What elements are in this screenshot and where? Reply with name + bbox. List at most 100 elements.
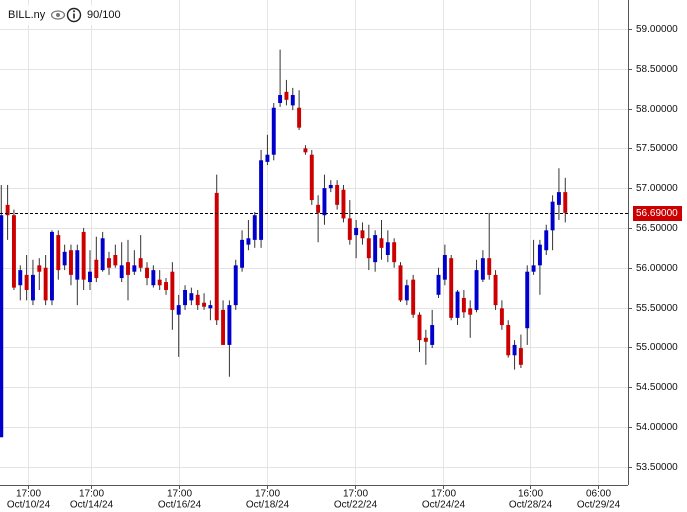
candle-body xyxy=(138,258,143,268)
header-bg xyxy=(2,5,124,25)
candle-body xyxy=(18,270,23,286)
candle-body xyxy=(278,95,283,103)
x-tick-time: 17:00 xyxy=(343,489,368,500)
candle-body xyxy=(0,215,4,438)
x-tick-date: Oct/24/24 xyxy=(422,500,466,511)
y-tick-label: 58.00000 xyxy=(636,104,678,115)
x-tick-time: 17:00 xyxy=(16,489,41,500)
candle-body xyxy=(30,274,35,301)
candle-body xyxy=(455,291,460,318)
candle-body xyxy=(145,267,149,279)
y-tick-label: 59.00000 xyxy=(636,24,678,35)
candle-body xyxy=(119,265,124,279)
candles xyxy=(0,49,568,438)
candle-body xyxy=(423,337,428,342)
x-tick-time: 06:00 xyxy=(586,489,611,500)
candle-body xyxy=(81,231,86,280)
y-tick-label: 57.50000 xyxy=(636,143,678,154)
candle-body xyxy=(398,265,403,301)
visibility-icon[interactable] xyxy=(50,10,66,20)
candle-body xyxy=(328,184,333,189)
symbol: BILL.ny xyxy=(8,9,46,21)
candle-body xyxy=(265,154,270,162)
candle-body xyxy=(487,258,492,275)
candle-body xyxy=(157,279,162,286)
candle-body xyxy=(303,148,308,153)
candle-body xyxy=(474,270,479,310)
y-tick-label: 55.00000 xyxy=(636,342,678,353)
x-tick-date: Oct/18/24 xyxy=(246,500,290,511)
candle-body xyxy=(537,244,542,266)
candle-body xyxy=(88,271,92,283)
candle-body xyxy=(107,258,111,268)
candle-body xyxy=(392,242,397,263)
candle-body xyxy=(49,231,54,301)
candle-body xyxy=(246,238,251,245)
y-tick-label: 56.00000 xyxy=(636,263,678,274)
candle-body xyxy=(297,107,302,128)
x-tick-date: Oct/14/24 xyxy=(70,500,114,511)
x-tick-time: 16:00 xyxy=(518,489,543,500)
x-tick-date: Oct/22/24 xyxy=(334,500,378,511)
candle-body xyxy=(208,305,213,309)
candle-body xyxy=(202,302,207,307)
candle-body xyxy=(442,254,447,280)
x-tick-time: 17:00 xyxy=(255,489,280,500)
candle-body xyxy=(151,270,156,286)
candle-body xyxy=(113,254,118,266)
candle-body xyxy=(366,238,371,259)
candle-body xyxy=(309,154,314,201)
candle-body xyxy=(11,215,16,288)
candle-body xyxy=(468,308,473,315)
y-tick-label: 56.50000 xyxy=(636,223,678,234)
y-tick-label: 54.50000 xyxy=(636,382,678,393)
candle-body xyxy=(430,325,435,345)
candle-body xyxy=(512,344,517,356)
y-tick-label: 58.50000 xyxy=(636,64,678,75)
candle-body xyxy=(259,160,264,240)
candle-body xyxy=(183,290,188,306)
x-tick-date: Oct/16/24 xyxy=(158,500,202,511)
candle-body xyxy=(531,265,536,272)
candle-body xyxy=(411,279,416,315)
candle-body xyxy=(132,265,137,272)
x-tick-date: Oct/10/24 xyxy=(7,500,51,511)
candle-body xyxy=(252,215,257,240)
candle-body xyxy=(284,91,289,100)
candle-body xyxy=(436,274,441,295)
candle-body xyxy=(563,192,568,213)
x-tick-time: 17:00 xyxy=(79,489,104,500)
candle-body xyxy=(316,204,321,213)
candle-body xyxy=(189,293,194,301)
candle-body xyxy=(341,189,346,219)
candle-body xyxy=(379,238,384,248)
x-tick-date: Oct/28/24 xyxy=(509,500,553,511)
candle-body xyxy=(69,250,73,275)
candle-body xyxy=(170,271,175,310)
axes: 59.00000 58.50000 58.00000 57.50000 57.00000… xyxy=(0,24,682,511)
candle-body xyxy=(404,285,409,301)
candle-body xyxy=(354,227,359,236)
candle-body xyxy=(164,282,168,291)
candle-body xyxy=(195,294,200,306)
candle-body xyxy=(556,192,561,205)
candle-body xyxy=(43,267,48,301)
price-label-bg xyxy=(633,206,682,221)
rating: 90/100 xyxy=(87,9,121,21)
candle-body xyxy=(5,204,10,216)
candle-body xyxy=(24,274,29,291)
candle-body xyxy=(126,262,130,275)
info-icon[interactable] xyxy=(66,7,82,23)
candle-body xyxy=(322,188,327,216)
candle-body xyxy=(518,348,523,365)
candle-body xyxy=(176,305,181,315)
candle-body xyxy=(385,242,390,255)
candle-body xyxy=(62,251,67,266)
x-tick-time: 17:00 xyxy=(167,489,192,500)
y-tick-label: 53.50000 xyxy=(636,462,678,473)
candle-body xyxy=(56,235,61,271)
candle-body xyxy=(335,184,340,205)
candle-body xyxy=(449,258,454,318)
candle-body xyxy=(94,259,99,279)
y-tick-label: 55.50000 xyxy=(636,303,678,314)
